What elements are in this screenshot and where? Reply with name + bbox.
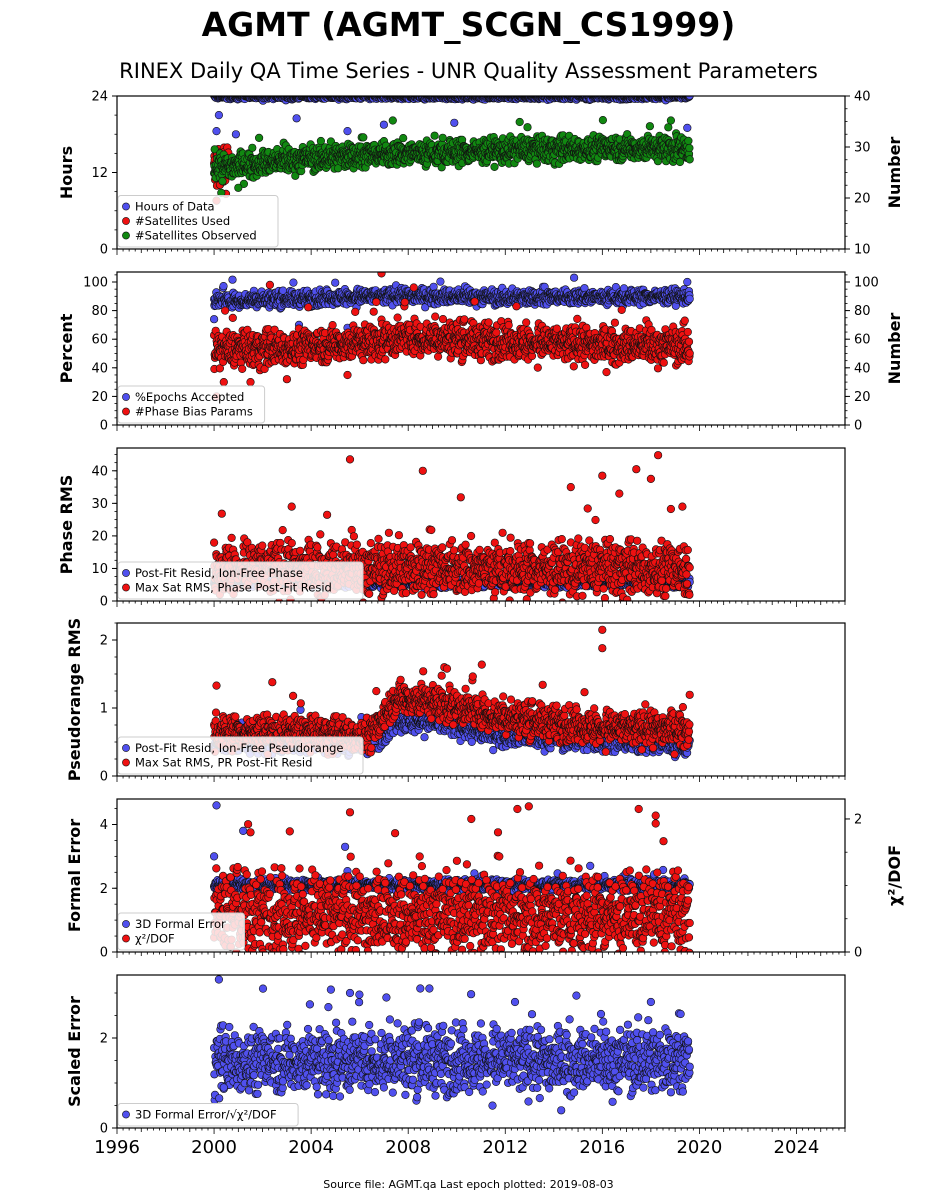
series-3 (210, 115, 694, 197)
data-point (239, 179, 248, 188)
data-point (228, 313, 237, 323)
data-point (685, 143, 694, 153)
data-point (523, 123, 532, 132)
outlier-point (292, 114, 301, 123)
data-point (599, 87, 607, 95)
data-point (436, 277, 445, 286)
data-point (375, 86, 383, 94)
outlier-point (683, 277, 692, 287)
y-tick-label: 24 (91, 90, 108, 105)
y-tick-label: 0 (100, 243, 108, 258)
legend-entry: #Satellites Observed (135, 229, 257, 243)
outlier-point (450, 118, 459, 127)
data-point (238, 364, 247, 374)
outlier-point (343, 127, 352, 136)
outlier-point (379, 120, 389, 129)
points-panel-1 (210, 84, 694, 205)
data-point (666, 116, 676, 125)
data-point (532, 159, 542, 168)
y-ticks-right: 10 20 30 40 (845, 90, 871, 258)
data-point (254, 85, 262, 93)
data-point (289, 278, 298, 287)
data-point (685, 294, 694, 303)
data-point (533, 88, 541, 96)
data-point (684, 136, 693, 145)
legend-marker (122, 202, 130, 211)
data-point (430, 131, 439, 140)
data-point (685, 96, 694, 100)
outlier-point (214, 110, 223, 120)
data-point (276, 88, 284, 96)
data-point (399, 134, 408, 143)
outlier-point (212, 127, 221, 136)
x-ticks (116, 249, 846, 255)
data-point (351, 307, 360, 317)
data-point (429, 282, 438, 291)
data-point (265, 84, 273, 92)
data-point (369, 307, 378, 316)
data-point (328, 321, 337, 330)
data-point (467, 88, 475, 96)
data-point (242, 88, 250, 96)
data-point (248, 143, 257, 152)
data-point (685, 155, 694, 164)
legend-marker (122, 231, 130, 240)
data-point (438, 133, 447, 142)
data-point (479, 87, 487, 95)
data-point (214, 87, 222, 95)
data-point (304, 303, 313, 312)
chart-title: AGMT (AGMT_SCGN_CS1999) (202, 5, 736, 44)
outlier-point (683, 123, 692, 132)
data-point (484, 86, 492, 94)
data-point (331, 278, 340, 287)
data-point (221, 306, 230, 315)
data-point (598, 115, 608, 125)
y-axis-label: Hours (57, 146, 76, 199)
data-point (515, 117, 524, 127)
legend: Hours of Data#Satellites Used#Satellites… (117, 195, 279, 248)
series-1 (210, 84, 694, 139)
y2-tick-label: 10 (854, 243, 871, 258)
data-point (359, 133, 368, 142)
legend-entry: Hours of Data (135, 200, 215, 214)
data-point (388, 116, 397, 125)
data-point (490, 162, 499, 171)
data-point (641, 88, 649, 96)
data-point (359, 356, 368, 365)
y-ticks-left: 0 12 24 (91, 90, 117, 258)
legend-entry: #Satellites Used (135, 214, 230, 228)
data-point (338, 85, 346, 93)
data-point (218, 177, 227, 186)
outlier-point (231, 130, 240, 139)
data-point (219, 282, 228, 291)
data-point (210, 145, 219, 154)
data-point (228, 275, 237, 284)
y2-axis-label: Number (885, 137, 904, 209)
points-panel-2 (210, 272, 694, 401)
y2-tick-label: 20 (854, 192, 871, 207)
data-point (675, 157, 685, 167)
y-tick-label: 12 (91, 166, 108, 181)
data-point (645, 122, 655, 131)
data-point (302, 85, 310, 93)
data-point (582, 86, 590, 94)
data-point (221, 96, 226, 97)
data-point (255, 133, 264, 142)
data-point (569, 273, 579, 282)
data-point (664, 123, 673, 132)
panel-2: 020406080100Percent020406080100Number%Ep… (57, 271, 904, 434)
outlier-point (210, 315, 219, 324)
data-point (272, 96, 277, 97)
outlier-point (234, 183, 243, 192)
y2-tick-label: 40 (854, 90, 871, 105)
y2-tick-label: 30 (854, 141, 871, 156)
data-point (301, 96, 305, 97)
chart-subtitle: RINEX Daily QA Time Series - UNR Quality… (119, 59, 818, 83)
legend-marker (122, 217, 130, 225)
